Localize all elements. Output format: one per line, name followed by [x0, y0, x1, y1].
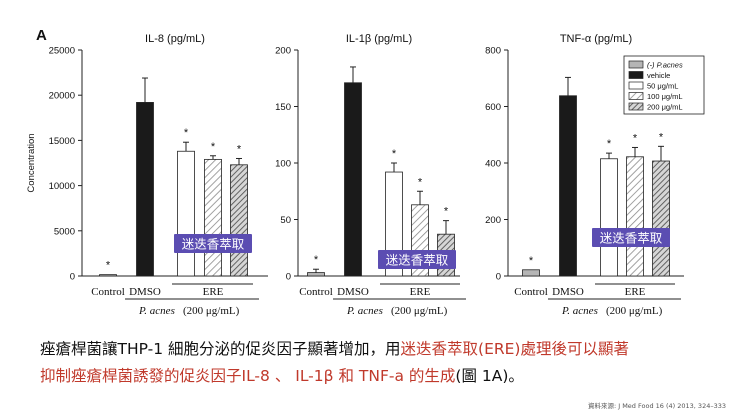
y-tick-label: 150	[275, 102, 291, 113]
y-tick-label: 10000	[49, 181, 75, 192]
overlay-label: 迷迭香萃取	[386, 253, 449, 268]
bar	[522, 269, 540, 277]
legend-swatch	[628, 60, 644, 69]
figure: A IL-8 (pg/mL)0500010000150002000025000C…	[26, 27, 705, 317]
caption-line2-b: (圖 1A)。	[455, 367, 524, 385]
significance-marker: *	[607, 138, 612, 150]
legend-label: 200 μg/mL	[647, 103, 683, 112]
y-tick-label: 200	[275, 46, 291, 57]
bar	[204, 158, 222, 277]
y-tick-label: 100	[275, 159, 291, 170]
bar	[626, 156, 644, 277]
y-tick-label: 200	[485, 215, 501, 226]
chart-title: IL-1β (pg/mL)	[346, 33, 412, 45]
y-tick-label: 400	[485, 159, 501, 170]
significance-marker: *	[392, 148, 397, 160]
bar	[652, 160, 670, 277]
x-label-treatment: P. acnes	[561, 305, 598, 317]
significance-marker: *	[237, 143, 242, 155]
bar	[600, 158, 618, 277]
x-label-dmso: DMSO	[552, 286, 584, 298]
y-tick-label: 15000	[49, 136, 75, 147]
x-label-dmso: DMSO	[337, 286, 369, 298]
significance-marker: *	[418, 176, 423, 188]
legend-swatch	[628, 102, 644, 111]
legend-label: 50 μg/mL	[647, 82, 678, 91]
bar	[230, 164, 248, 277]
y-tick-label: 25000	[49, 46, 75, 57]
x-label-ere: ERE	[625, 286, 646, 298]
legend-label: 100 μg/mL	[647, 92, 683, 101]
bar	[307, 272, 325, 277]
x-label-control: Control	[91, 286, 125, 298]
y-tick-label: 600	[485, 102, 501, 113]
y-tick-label: 20000	[49, 91, 75, 102]
chart-panel-1: IL-8 (pg/mL) 0 5000 10000 15000 20000 25000 Con…	[26, 33, 268, 317]
significance-marker: *	[529, 255, 534, 267]
chart-panel-3: TNF-α (pg/mL) 0 200 400 600 800 * * * * Control DMS…	[485, 33, 684, 317]
y-tick-label: 5000	[54, 226, 75, 237]
caption-line1-b: 迷迭香萃取(ERE)處理後可以顯著	[400, 340, 629, 358]
overlay-label-bg	[378, 250, 456, 269]
overlay-label: 迷迭香萃取	[600, 231, 663, 246]
x-label-dose: (200 μg/mL)	[183, 305, 240, 317]
bar	[559, 95, 577, 277]
chart-panel-2: IL-1β (pg/mL) 0 50 100 150 200 * * * * Control DMSO…	[275, 33, 466, 317]
bar	[136, 102, 154, 277]
legend-swatch	[628, 81, 644, 90]
y-tick-label: 0	[70, 272, 75, 283]
significance-marker: *	[444, 206, 449, 218]
significance-marker: *	[106, 260, 111, 272]
y-tick-label: 0	[496, 272, 501, 283]
legend-swatch	[628, 71, 644, 79]
significance-marker: *	[211, 141, 216, 153]
overlay-label-bg	[174, 234, 252, 253]
source-citation: 資料來源: J Med Food 16 (4) 2013, 324–333	[587, 402, 726, 410]
bar	[177, 150, 195, 277]
significance-marker: *	[314, 254, 319, 266]
y-tick-label: 50	[280, 215, 291, 226]
x-label-treatment: P. acnes	[346, 305, 383, 317]
significance-marker: *	[659, 131, 664, 143]
x-label-control: Control	[514, 286, 548, 298]
legend-swatch	[628, 92, 644, 100]
caption: 痤瘡桿菌讓THP-1 細胞分泌的促炎因子顯著增加，用迷迭香萃取(ERE)處理後可…	[40, 336, 730, 390]
x-label-dose: (200 μg/mL)	[391, 305, 448, 317]
caption-line1-a: 痤瘡桿菌讓THP-1 細胞分泌的促炎因子顯著增加，用	[40, 340, 401, 358]
chart-title: IL-8 (pg/mL)	[145, 33, 205, 45]
x-label-ere: ERE	[410, 286, 431, 298]
y-axis-label: Concentration	[26, 133, 37, 192]
caption-line2-a: 抑制痤瘡桿菌誘發的促炎因子IL-8 、 IL-1β 和 TNF-a 的生成	[40, 367, 456, 385]
significance-marker: *	[184, 127, 189, 139]
panel-label: A	[36, 27, 47, 44]
x-label-treatment: P. acnes	[138, 305, 175, 317]
legend-label: vehicle	[647, 71, 670, 80]
x-label-ere: ERE	[203, 286, 224, 298]
overlay-label: 迷迭香萃取	[182, 237, 245, 252]
x-label-control: Control	[299, 286, 333, 298]
overlay-label-bg	[592, 228, 670, 247]
legend-label: (-) P.acnes	[647, 61, 683, 70]
bar	[344, 82, 362, 277]
x-label-dose: (200 μg/mL)	[606, 305, 663, 317]
x-label-dmso: DMSO	[129, 286, 161, 298]
chart-title: TNF-α (pg/mL)	[560, 33, 632, 45]
bar	[99, 274, 117, 277]
y-tick-label: 800	[485, 46, 501, 57]
significance-marker: *	[633, 132, 638, 144]
y-tick-label: 0	[286, 272, 291, 283]
